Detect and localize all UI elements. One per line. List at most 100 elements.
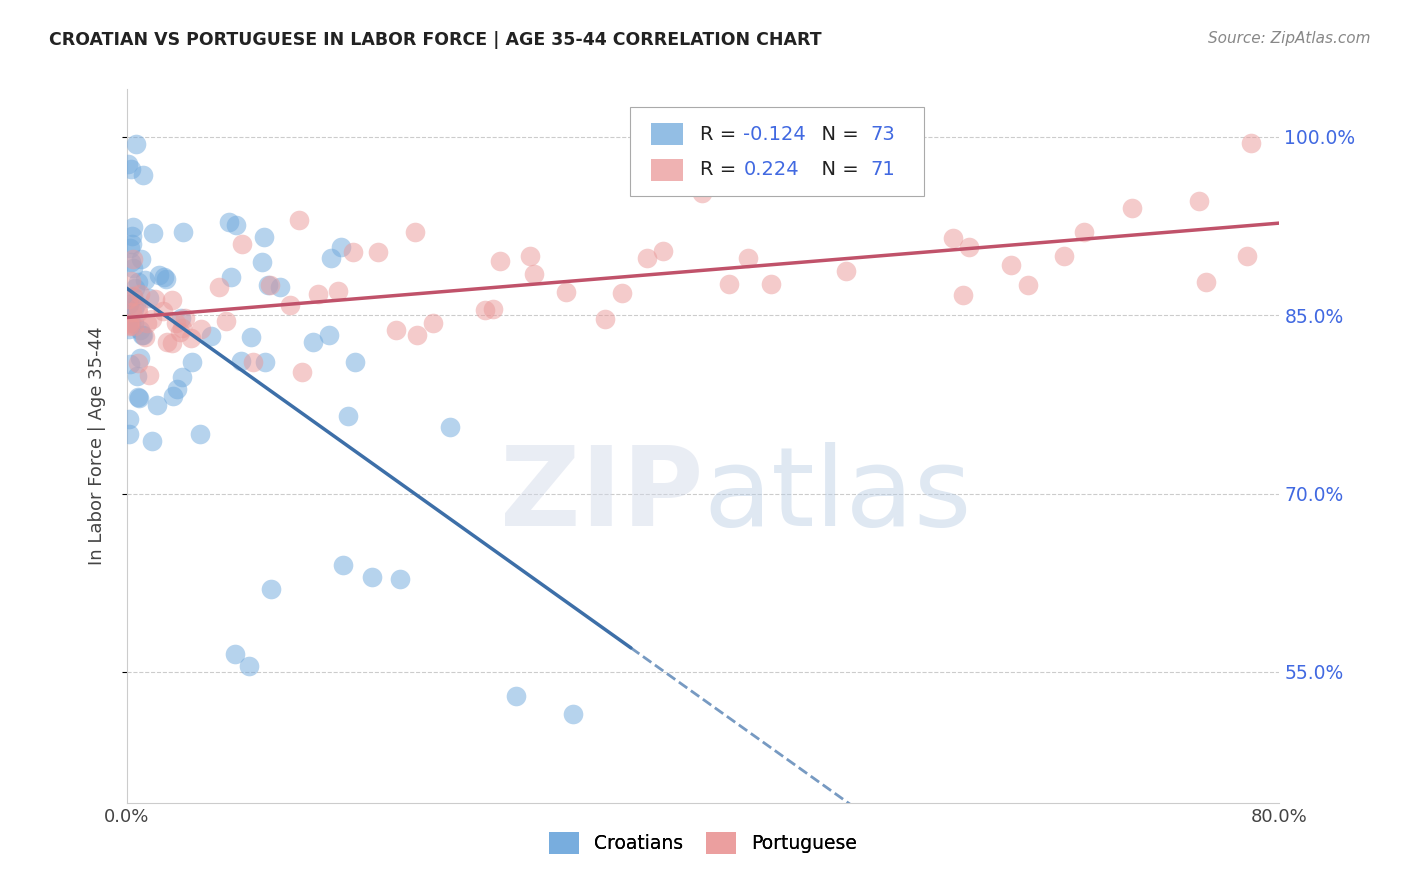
Point xyxy=(342,244,364,259)
Point xyxy=(555,285,578,299)
Point xyxy=(166,382,188,396)
Point xyxy=(636,251,658,265)
Point xyxy=(120,316,142,330)
Point xyxy=(127,356,149,370)
Point xyxy=(121,305,143,319)
Text: 0.224: 0.224 xyxy=(744,161,799,179)
Point xyxy=(231,236,253,251)
Point xyxy=(121,237,143,252)
Point xyxy=(172,225,194,239)
Point xyxy=(128,391,150,405)
Point xyxy=(1236,249,1258,263)
Point xyxy=(124,281,146,295)
Point xyxy=(307,287,329,301)
Point xyxy=(343,355,366,369)
Point xyxy=(120,241,142,255)
Point xyxy=(118,412,141,426)
Point xyxy=(118,357,141,371)
Point xyxy=(593,312,616,326)
Point xyxy=(155,272,177,286)
Point xyxy=(131,327,153,342)
Text: N =: N = xyxy=(808,161,865,179)
Point xyxy=(170,311,193,326)
Point xyxy=(257,277,280,292)
Text: R =: R = xyxy=(700,161,742,179)
Point xyxy=(1121,201,1143,215)
Point xyxy=(141,311,163,326)
Point xyxy=(957,240,980,254)
Point xyxy=(336,409,359,424)
Point xyxy=(200,328,222,343)
Text: atlas: atlas xyxy=(703,442,972,549)
Point xyxy=(122,316,145,330)
Point xyxy=(481,301,503,316)
Point xyxy=(422,316,444,330)
Point xyxy=(278,298,301,312)
Point xyxy=(332,558,354,572)
Point xyxy=(489,254,512,268)
FancyBboxPatch shape xyxy=(630,107,924,196)
Point xyxy=(127,300,149,314)
Point xyxy=(156,335,179,350)
Point xyxy=(717,277,740,291)
Point xyxy=(129,252,152,266)
Point xyxy=(225,218,247,232)
Point xyxy=(190,322,212,336)
FancyBboxPatch shape xyxy=(651,159,683,180)
Point xyxy=(131,327,153,342)
Point xyxy=(835,264,858,278)
Point xyxy=(367,244,389,259)
Point xyxy=(152,303,174,318)
Point xyxy=(231,354,253,368)
Point xyxy=(1195,275,1218,289)
Point xyxy=(131,168,153,182)
Point xyxy=(224,647,246,661)
Point xyxy=(162,389,184,403)
Point xyxy=(125,369,148,384)
Point xyxy=(172,370,194,384)
Point xyxy=(129,323,152,337)
Point xyxy=(180,354,202,368)
Point xyxy=(122,318,145,333)
Point xyxy=(208,279,231,293)
Text: N =: N = xyxy=(808,125,865,144)
Point xyxy=(218,214,240,228)
Point xyxy=(288,213,311,227)
Point xyxy=(562,706,585,721)
Point xyxy=(523,268,546,282)
Point xyxy=(118,322,141,336)
Point xyxy=(1053,248,1076,262)
Point xyxy=(141,434,163,449)
Point xyxy=(129,351,152,365)
Point xyxy=(174,311,197,326)
Point xyxy=(122,220,145,235)
Point xyxy=(253,230,276,244)
Point xyxy=(160,293,183,308)
Point xyxy=(328,284,350,298)
Point xyxy=(215,314,238,328)
Point xyxy=(737,252,759,266)
Point xyxy=(302,334,325,349)
Point xyxy=(360,570,382,584)
Point xyxy=(143,292,166,306)
Text: ZIP: ZIP xyxy=(499,442,703,549)
Point xyxy=(170,321,193,335)
Point xyxy=(117,314,139,328)
Point xyxy=(142,226,165,240)
Point xyxy=(238,659,260,673)
Point xyxy=(651,244,673,259)
Point xyxy=(242,355,264,369)
Point xyxy=(117,156,139,170)
Point xyxy=(118,426,141,441)
Point xyxy=(519,249,541,263)
Point xyxy=(125,136,148,151)
Point xyxy=(1188,194,1211,208)
Point xyxy=(122,289,145,303)
Point xyxy=(180,331,202,345)
Point xyxy=(474,303,496,318)
Point xyxy=(134,330,156,344)
Point xyxy=(118,316,141,330)
Point xyxy=(221,270,243,285)
Text: R =: R = xyxy=(700,125,742,144)
Point xyxy=(127,305,149,319)
